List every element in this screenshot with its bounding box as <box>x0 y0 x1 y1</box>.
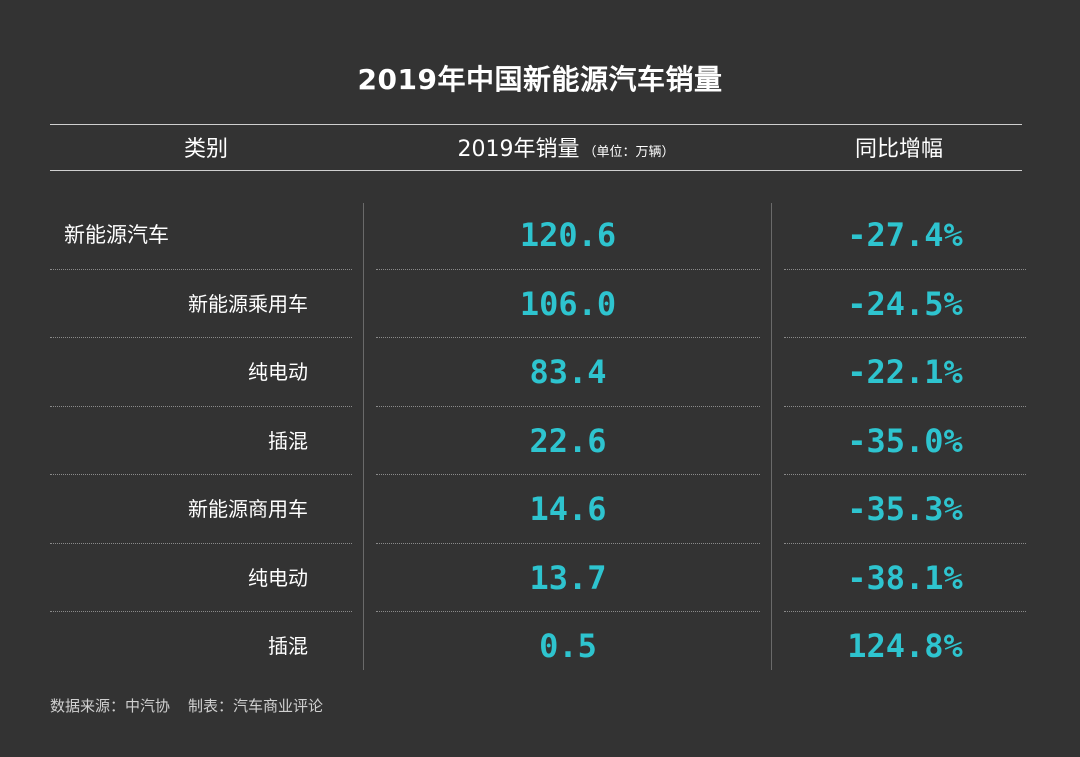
row-divider <box>784 611 1026 612</box>
header-top-rule <box>50 124 1022 125</box>
row-category-label: 插混 <box>268 634 308 658</box>
table-row: 新能源汽车 120.6 -27.4% <box>0 201 1080 270</box>
row-divider <box>50 268 352 270</box>
row-divider <box>784 474 1026 475</box>
footer-source: 数据来源：中汽协 <box>50 697 171 715</box>
column-separator-2 <box>771 203 772 670</box>
table-row: 纯电动 13.7 -38.1% <box>0 544 1080 612</box>
row-category-label: 纯电动 <box>248 565 308 590</box>
header-growth: 同比增幅 <box>854 137 943 162</box>
header-sales-unit: （单位：万辆） <box>583 145 675 160</box>
row-divider <box>376 268 760 270</box>
row-divider <box>50 474 352 475</box>
row-category-label: 新能源乘用车 <box>188 291 308 316</box>
row-growth-value: -35.3% <box>847 490 963 528</box>
row-sales-value: 22.6 <box>529 421 607 460</box>
row-growth-value: -22.1% <box>847 353 963 391</box>
row-divider <box>784 405 1026 407</box>
header-bottom-rule <box>50 170 1022 171</box>
row-growth-value: -24.5% <box>847 284 963 323</box>
row-category-label: 新能源商用车 <box>188 497 308 521</box>
row-growth-value: -27.4% <box>847 216 963 254</box>
row-divider <box>784 337 1026 338</box>
row-divider <box>784 268 1026 270</box>
row-divider <box>376 405 760 407</box>
row-divider <box>376 474 760 475</box>
header-sales-label: 2019年销量 <box>457 137 580 162</box>
row-divider <box>376 337 760 338</box>
row-divider <box>50 542 352 544</box>
row-sales-value: 83.4 <box>529 353 607 391</box>
row-category-label: 新能源汽车 <box>64 223 169 247</box>
row-growth-value: -38.1% <box>847 558 963 597</box>
table-row: 新能源乘用车 106.0 -24.5% <box>0 270 1080 338</box>
row-divider <box>50 405 352 407</box>
table-row: 插混 22.6 -35.0% <box>0 407 1080 475</box>
row-divider <box>376 611 760 612</box>
row-sales-value: 14.6 <box>529 490 607 528</box>
data-table-body: 新能源汽车 120.6 -27.4% 新能源乘用车 106.0 -24.5% 纯电动 83.4… <box>0 201 1080 681</box>
row-divider <box>50 337 352 338</box>
header-sales: 2019年销量 （单位：万辆） <box>366 130 766 170</box>
row-sales-value: 0.5 <box>539 627 597 665</box>
row-divider <box>376 542 760 544</box>
header-category: 类别 <box>183 137 228 162</box>
row-category-label: 插混 <box>268 428 308 453</box>
table-row: 插混 0.5 124.8% <box>0 612 1080 681</box>
table-row: 纯电动 83.4 -22.1% <box>0 338 1080 407</box>
row-sales-value: 13.7 <box>529 558 607 597</box>
footer-maker: 制表：汽车商业评论 <box>188 697 324 715</box>
table-row: 新能源商用车 14.6 -35.3% <box>0 475 1080 544</box>
row-growth-value: -35.0% <box>847 421 963 460</box>
footer: 数据来源：中汽协 制表：汽车商业评论 <box>50 695 323 716</box>
row-divider <box>784 542 1026 544</box>
row-sales-value: 120.6 <box>519 216 617 254</box>
row-category-label: 纯电动 <box>248 360 308 384</box>
row-growth-value: 124.8% <box>847 627 963 665</box>
row-sales-value: 106.0 <box>519 284 617 323</box>
column-separator-1 <box>363 203 364 670</box>
row-divider <box>50 611 352 612</box>
chart-title: 2019年中国新能源汽车销量 <box>357 63 723 96</box>
